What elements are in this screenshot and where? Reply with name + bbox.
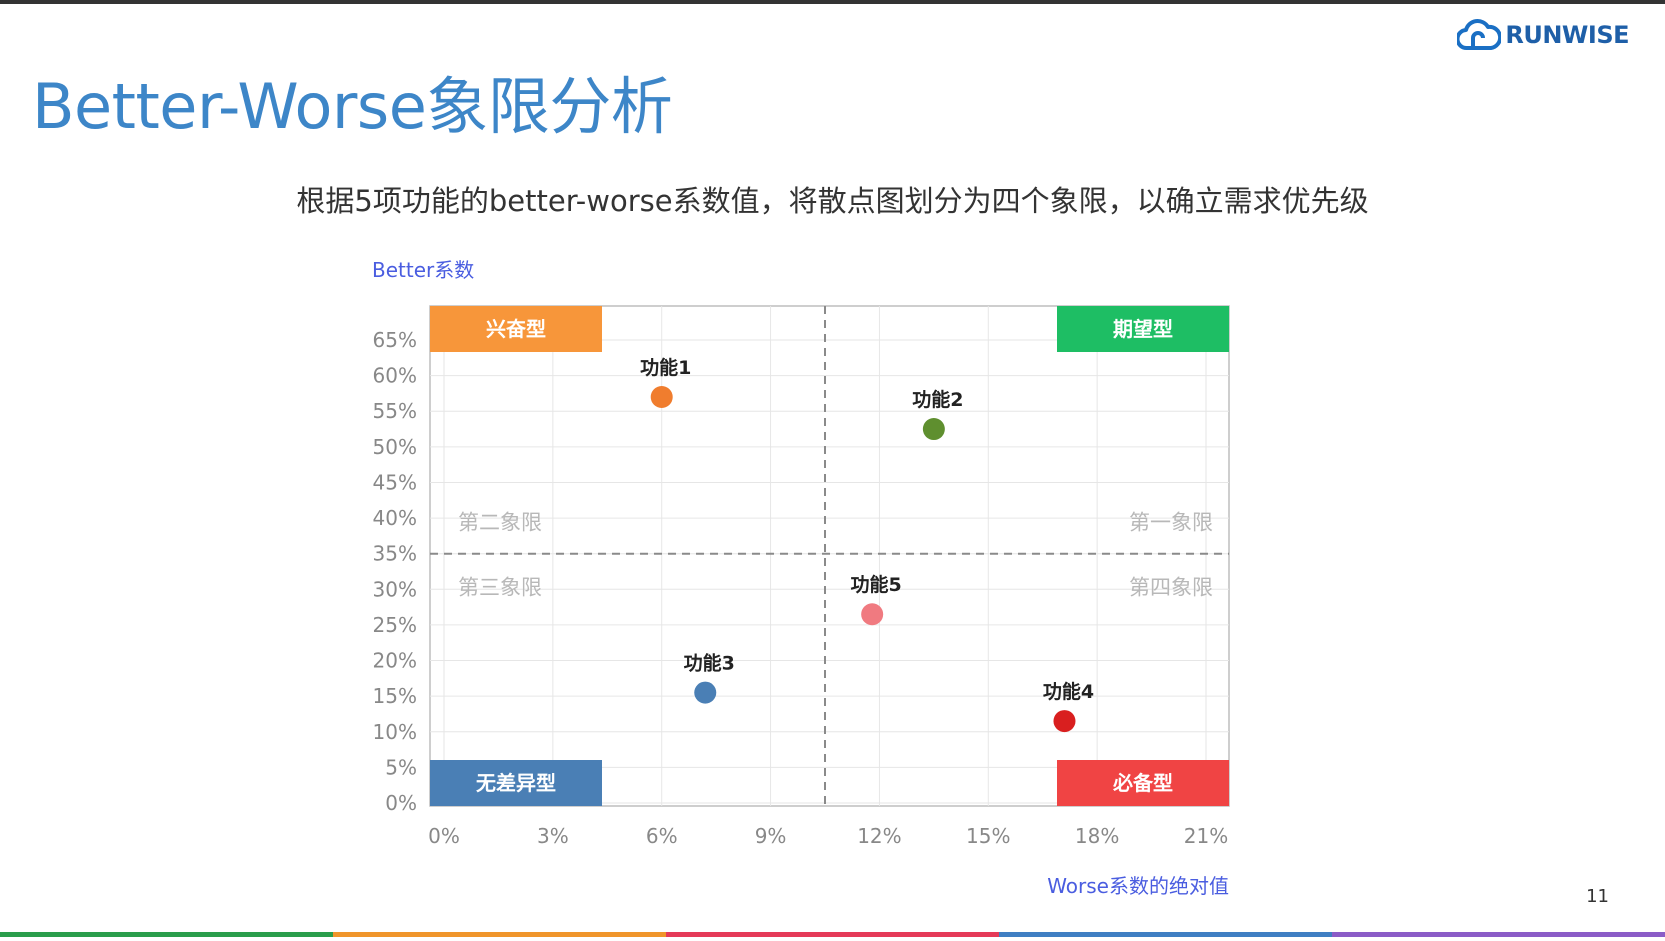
- page-subtitle: 根据5项功能的better-worse系数值，将散点图划分为四个象限，以确立需求…: [296, 184, 1369, 218]
- bottom-bar-segment: [999, 932, 1332, 937]
- y-tick-label: 35%: [373, 542, 417, 566]
- cloud-icon: [1457, 19, 1502, 50]
- x-tick-label: 18%: [1075, 824, 1119, 848]
- x-tick-label: 12%: [857, 824, 901, 848]
- corner-label: 兴奋型: [486, 317, 546, 341]
- quadrant-label: 第一象限: [1129, 511, 1213, 535]
- y-tick-label: 50%: [373, 435, 417, 459]
- y-tick-label: 10%: [373, 720, 417, 744]
- y-tick-label: 55%: [373, 399, 417, 423]
- bottom-bar-segment: [1332, 932, 1665, 937]
- data-point: [861, 603, 884, 626]
- x-tick-label: 3%: [537, 824, 569, 848]
- y-tick-label: 5%: [385, 755, 417, 779]
- bottom-bar-segment: [333, 932, 666, 937]
- page-number: 11: [1586, 886, 1609, 907]
- x-tick-label: 9%: [755, 824, 787, 848]
- data-point-label: 功能3: [684, 652, 735, 675]
- y-tick-label: 65%: [373, 328, 417, 352]
- corner-label: 无差异型: [476, 771, 556, 795]
- bottom-color-bar: [0, 932, 1665, 937]
- y-tick-label: 15%: [373, 684, 417, 708]
- y-tick-label: 0%: [385, 791, 417, 815]
- y-tick-label: 40%: [373, 506, 417, 530]
- corner-label-box: [1057, 760, 1229, 806]
- page-title: Better-Worse象限分析: [32, 70, 673, 143]
- y-tick-label: 25%: [373, 613, 417, 637]
- runwise-logo: RUNWISE: [1457, 18, 1629, 52]
- y-axis-title: Better系数: [372, 258, 474, 282]
- quadrant-label: 第四象限: [1129, 576, 1213, 600]
- quadrant-label: 第二象限: [458, 511, 542, 535]
- corner-label-box: [430, 760, 602, 806]
- x-tick-label: 0%: [428, 824, 460, 848]
- x-axis-title: Worse系数的绝对值: [1047, 874, 1229, 898]
- y-tick-label: 20%: [373, 649, 417, 673]
- corner-label-box: [1057, 306, 1229, 352]
- corner-label: 期望型: [1113, 317, 1173, 341]
- data-point-label: 功能2: [912, 388, 963, 411]
- x-tick-label: 21%: [1184, 824, 1228, 848]
- corner-label: 必备型: [1112, 771, 1173, 795]
- data-point: [1053, 710, 1076, 733]
- data-point: [650, 385, 673, 408]
- top-border: [0, 0, 1665, 4]
- data-point: [922, 418, 945, 441]
- y-tick-label: 60%: [373, 364, 417, 388]
- data-point: [694, 681, 717, 704]
- corner-label-box: [430, 306, 602, 352]
- quadrant-label: 第三象限: [458, 576, 542, 600]
- x-tick-label: 15%: [966, 824, 1010, 848]
- logo-text: RUNWISE: [1505, 21, 1629, 49]
- y-tick-label: 30%: [373, 577, 417, 601]
- data-point-label: 功能4: [1043, 680, 1094, 703]
- data-point-label: 功能5: [851, 573, 902, 596]
- bottom-bar-segment: [666, 932, 999, 937]
- y-tick-label: 45%: [373, 470, 417, 494]
- data-point-label: 功能1: [640, 356, 691, 379]
- x-tick-label: 6%: [646, 824, 678, 848]
- plot-frame: [429, 305, 1230, 807]
- bottom-bar-segment: [0, 932, 333, 937]
